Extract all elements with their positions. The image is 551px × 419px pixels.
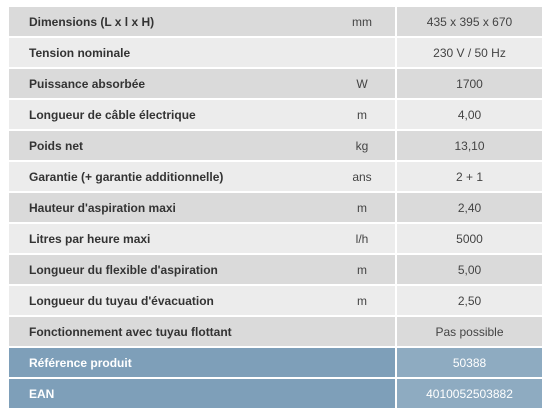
spec-unit	[329, 317, 395, 346]
spec-value: 4,00	[397, 100, 542, 129]
spec-row-hauteur: Hauteur d'aspiration maxi m 2,40	[9, 193, 542, 222]
product-reference-value: 50388	[397, 348, 542, 377]
spec-unit: kg	[329, 131, 395, 160]
spec-label: Tension nominale	[9, 38, 329, 67]
spec-table: Dimensions (L x l x H) mm 435 x 395 x 67…	[9, 7, 542, 410]
spec-label: Longueur du tuyau d'évacuation	[9, 286, 329, 315]
spec-row-cable: Longueur de câble électrique m 4,00	[9, 100, 542, 129]
spec-value: 2 + 1	[397, 162, 542, 191]
spec-label: Dimensions (L x l x H)	[9, 7, 329, 36]
product-reference-row: Référence produit 50388	[9, 348, 542, 377]
spec-label: Litres par heure maxi	[9, 224, 329, 253]
spec-value: 2,40	[397, 193, 542, 222]
spec-label: Longueur du flexible d'aspiration	[9, 255, 329, 284]
spec-value: 2,50	[397, 286, 542, 315]
spec-row-litres: Litres par heure maxi l/h 5000	[9, 224, 542, 253]
spec-value: 5000	[397, 224, 542, 253]
spec-label: Garantie (+ garantie additionnelle)	[9, 162, 329, 191]
ean-unit	[329, 379, 395, 408]
spec-value: Pas possible	[397, 317, 542, 346]
product-reference-label: Référence produit	[9, 348, 329, 377]
spec-unit: m	[329, 286, 395, 315]
spec-unit: mm	[329, 7, 395, 36]
spec-row-poids: Poids net kg 13,10	[9, 131, 542, 160]
ean-value: 4010052503882	[397, 379, 542, 408]
spec-label: Longueur de câble électrique	[9, 100, 329, 129]
spec-label: Puissance absorbée	[9, 69, 329, 98]
spec-value: 13,10	[397, 131, 542, 160]
spec-value: 230 V / 50 Hz	[397, 38, 542, 67]
spec-unit	[329, 38, 395, 67]
spec-row-tension: Tension nominale 230 V / 50 Hz	[9, 38, 542, 67]
spec-unit: ans	[329, 162, 395, 191]
spec-row-dimensions: Dimensions (L x l x H) mm 435 x 395 x 67…	[9, 7, 542, 36]
ean-row: EAN 4010052503882	[9, 379, 542, 408]
spec-label: Poids net	[9, 131, 329, 160]
spec-row-garantie: Garantie (+ garantie additionnelle) ans …	[9, 162, 542, 191]
spec-unit: m	[329, 100, 395, 129]
spec-unit: W	[329, 69, 395, 98]
spec-value: 5,00	[397, 255, 542, 284]
spec-value: 435 x 395 x 670	[397, 7, 542, 36]
spec-unit: l/h	[329, 224, 395, 253]
spec-unit: m	[329, 255, 395, 284]
spec-unit: m	[329, 193, 395, 222]
spec-row-puissance: Puissance absorbée W 1700	[9, 69, 542, 98]
spec-row-flottant: Fonctionnement avec tuyau flottant Pas p…	[9, 317, 542, 346]
spec-label: Fonctionnement avec tuyau flottant	[9, 317, 329, 346]
ean-label: EAN	[9, 379, 329, 408]
spec-row-evacuation: Longueur du tuyau d'évacuation m 2,50	[9, 286, 542, 315]
spec-row-flexible: Longueur du flexible d'aspiration m 5,00	[9, 255, 542, 284]
spec-label: Hauteur d'aspiration maxi	[9, 193, 329, 222]
spec-value: 1700	[397, 69, 542, 98]
product-reference-unit	[329, 348, 395, 377]
